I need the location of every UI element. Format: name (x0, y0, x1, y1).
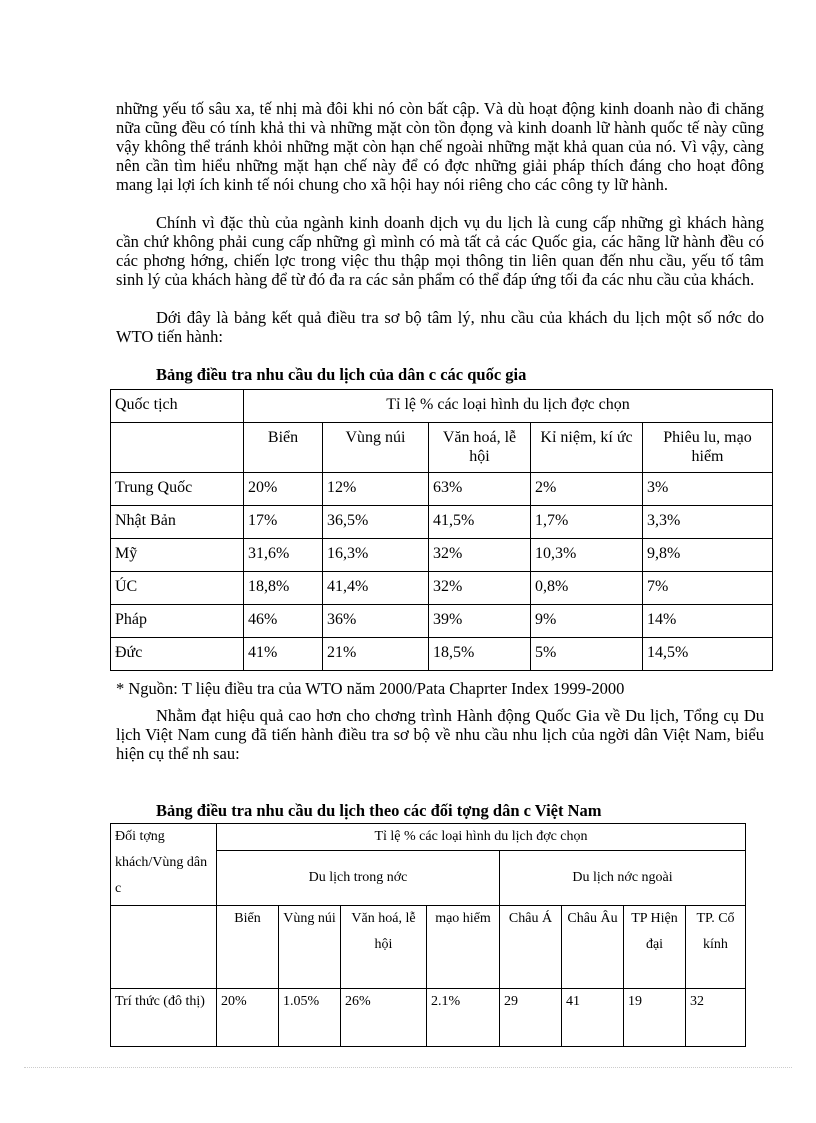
table-row: ÚC 18,8% 41,4% 32% 0,8% 7% (110, 571, 773, 605)
table-row: Trí thức (đô thị) 20% 1.05% 26% 2.1% 29 41 19 32 (110, 988, 746, 1047)
row-label: Nhật Bản (110, 505, 244, 539)
table-cell: 5% (530, 637, 643, 671)
header-col: mạo hiểm (426, 905, 500, 989)
header-col: Văn hoá, lễ hội (340, 905, 427, 989)
source-note: * Nguồn: T liệu điều tra của WTO năm 200… (116, 679, 625, 698)
table-cell: 18,8% (243, 571, 323, 605)
table-cell: 12% (322, 472, 429, 506)
header-col: Châu Á (499, 905, 562, 989)
paragraph-3: Dới đây là bảng kết quả điều tra sơ bộ t… (116, 308, 764, 346)
table-cell: 0,8% (530, 571, 643, 605)
header-col: Vùng núi (278, 905, 341, 989)
table-cell: 20% (243, 472, 323, 506)
document-body: những yếu tố sâu xa, tế nhị mà đôi khi n… (24, 0, 792, 1108)
row-label: Trung Quốc (110, 472, 244, 506)
table-cell: 39% (428, 604, 531, 638)
header-group: Tỉ lệ % các loại hình du lịch đợc chọn (216, 823, 746, 851)
table-cell: 16,3% (322, 538, 429, 572)
header-col: TP. Cổ kính (685, 905, 746, 989)
table-nationality-demand: Quốc tịch Tỉ lệ % các loại hình du lịch … (110, 389, 773, 671)
table-cell: 9% (530, 604, 643, 638)
header-col: TP Hiện đại (623, 905, 686, 989)
table-cell: 3% (642, 472, 773, 506)
table-cell: 36% (322, 604, 429, 638)
header-domestic: Du lịch trong nớc (216, 850, 500, 906)
table-cell: 36,5% (322, 505, 429, 539)
table-cell: 2% (530, 472, 643, 506)
table-cell: 7% (642, 571, 773, 605)
row-label: Pháp (110, 604, 244, 638)
row-label: Đức (110, 637, 244, 671)
table-cell: 1,7% (530, 505, 643, 539)
table-cell: 41,5% (428, 505, 531, 539)
table-cell: 19 (623, 988, 686, 1047)
header-col: Kỉ niệm, kí ức (530, 422, 643, 473)
header-col: Văn hoá, lễ hội (428, 422, 531, 473)
table-cell: 63% (428, 472, 531, 506)
table-row: Pháp 46% 36% 39% 9% 14% (110, 604, 773, 638)
table-cell: 32% (428, 538, 531, 572)
header-col: Biển (216, 905, 279, 989)
table-row: Nhật Bản 17% 36,5% 41,5% 1,7% 3,3% (110, 505, 773, 539)
table-cell: 17% (243, 505, 323, 539)
table-cell: 41% (243, 637, 323, 671)
paragraph-1: những yếu tố sâu xa, tế nhị mà đôi khi n… (116, 99, 764, 194)
header-subject: Đối tợng khách/Vùng dân c (110, 823, 217, 906)
table-row: Trung Quốc 20% 12% 63% 2% 3% (110, 472, 773, 506)
table-row: Mỹ 31,6% 16,3% 32% 10,3% 9,8% (110, 538, 773, 572)
table-cell: 2.1% (426, 988, 500, 1047)
table-cell: 3,3% (642, 505, 773, 539)
table-vietnam-demand: Đối tợng khách/Vùng dân c Tỉ lệ % các lo… (110, 823, 746, 1047)
table-cell: 14% (642, 604, 773, 638)
header-nationality: Quốc tịch (110, 389, 244, 423)
table-cell: 46% (243, 604, 323, 638)
table-cell: 10,3% (530, 538, 643, 572)
paragraph-4: Nhằm đạt hiệu quả cao hơn cho chơng trìn… (116, 706, 764, 763)
table-cell: 9,8% (642, 538, 773, 572)
row-label: ÚC (110, 571, 244, 605)
table-cell: 20% (216, 988, 279, 1047)
header-col: Phiêu lu, mạo hiểm (642, 422, 773, 473)
header-foreign: Du lịch nớc ngoài (499, 850, 746, 906)
row-label: Mỹ (110, 538, 244, 572)
table-cell: 1.05% (278, 988, 341, 1047)
table-cell: 29 (499, 988, 562, 1047)
paragraph-2: Chính vì đặc thù của ngành kinh doanh dị… (116, 213, 764, 289)
header-col: Biển (243, 422, 323, 473)
header-col: Châu Âu (561, 905, 624, 989)
table1-title: Bảng điều tra nhu cầu du lịch của dân c … (156, 365, 527, 384)
table-cell: 21% (322, 637, 429, 671)
table-cell: 18,5% (428, 637, 531, 671)
header-col: Vùng núi (322, 422, 429, 473)
header-group: Tỉ lệ % các loại hình du lịch đợc chọn (243, 389, 773, 423)
table2-title: Bảng điều tra nhu cầu du lịch theo các đ… (156, 801, 602, 820)
table-cell: 31,6% (243, 538, 323, 572)
table-cell: 41 (561, 988, 624, 1047)
table-cell: 32 (685, 988, 746, 1047)
table-cell: 41,4% (322, 571, 429, 605)
table-cell: 14,5% (642, 637, 773, 671)
table-cell: 26% (340, 988, 427, 1047)
table-cell: 32% (428, 571, 531, 605)
row-label: Trí thức (đô thị) (110, 988, 217, 1047)
table-row: Đức 41% 21% 18,5% 5% 14,5% (110, 637, 773, 671)
page-footer-line (24, 1067, 792, 1068)
